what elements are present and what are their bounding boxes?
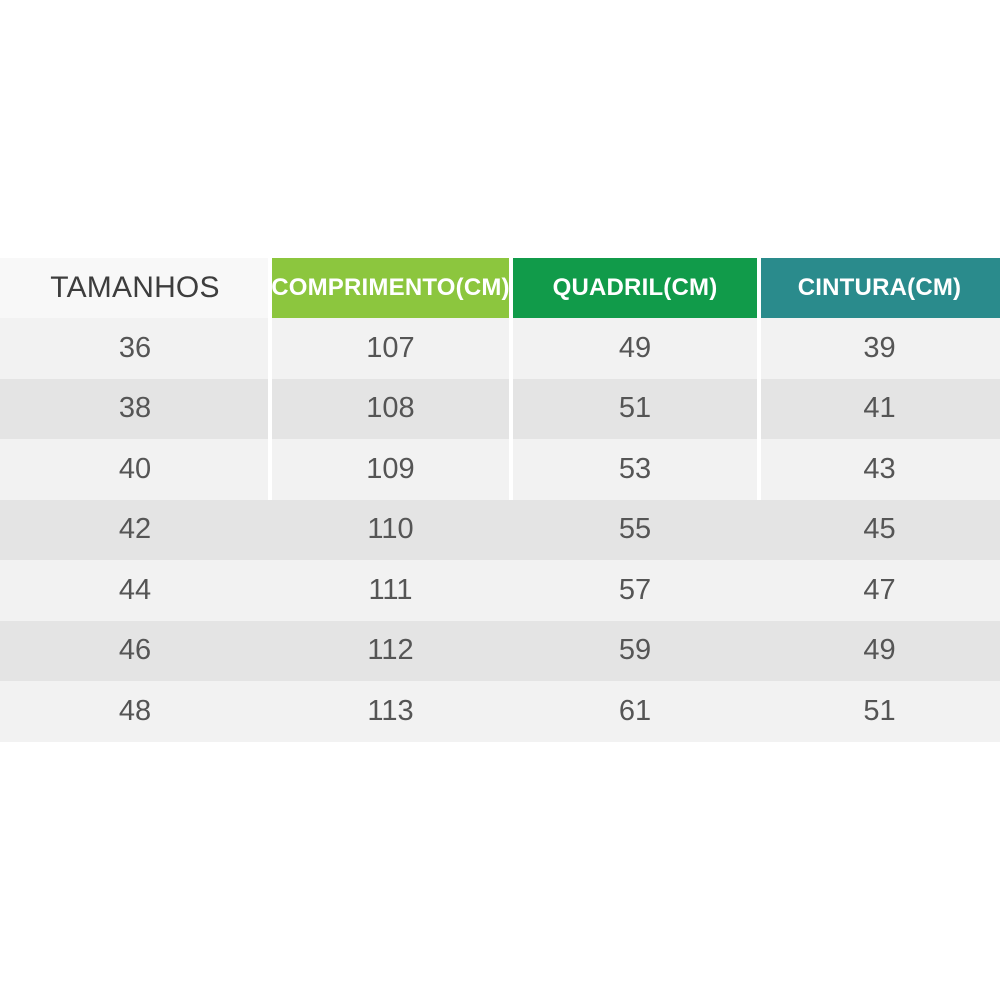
quadril-cell: 51: [618, 392, 652, 425]
quadril-cell: 55: [618, 513, 652, 546]
column-header-cintura: CINTURA(CM): [759, 258, 1000, 318]
comprimento-cell: 113: [367, 694, 414, 727]
size-cell: 48: [118, 694, 152, 727]
column-divider: [509, 258, 513, 500]
column-divider: [757, 258, 761, 500]
size-cell: 38: [118, 392, 152, 425]
quadril-cell: 61: [618, 694, 652, 727]
size-chart: TAMANHOS COMPRIMENTO(CM) QUADRIL(CM) CIN…: [0, 258, 1000, 742]
size-cell: 40: [118, 452, 152, 485]
table-row: 38 108 51 41: [0, 378, 1000, 439]
cintura-cell: 43: [863, 452, 896, 485]
size-cell: 44: [118, 573, 152, 606]
column-header-quadril: QUADRIL(CM): [511, 258, 759, 318]
quadril-cell: 53: [618, 452, 652, 485]
comprimento-cell: 112: [367, 634, 414, 667]
size-chart-table: TAMANHOS COMPRIMENTO(CM) QUADRIL(CM) CIN…: [0, 258, 1000, 742]
comprimento-cell: 108: [366, 392, 415, 425]
size-cell: 36: [118, 331, 152, 364]
size-cell: 46: [118, 634, 152, 667]
cintura-cell: 47: [863, 573, 896, 606]
comprimento-cell: 109: [366, 452, 415, 485]
quadril-cell: 57: [618, 573, 652, 606]
table-row: 40 109 53 43: [0, 439, 1000, 500]
column-divider: [268, 258, 272, 500]
column-header-tamanhos: TAMANHOS: [0, 258, 270, 318]
table-row: 44 111 57 47: [0, 560, 1000, 621]
size-cell: 42: [118, 513, 152, 546]
header-row: TAMANHOS COMPRIMENTO(CM) QUADRIL(CM) CIN…: [0, 258, 1000, 318]
comprimento-cell: 111: [368, 573, 413, 606]
cintura-cell: 51: [863, 694, 896, 727]
table-row: 36 107 49 39: [0, 318, 1000, 379]
cintura-cell: 49: [863, 634, 896, 667]
table-row: 42 110 55 45: [0, 499, 1000, 560]
table-row: 48 113 61 51: [0, 681, 1000, 742]
comprimento-cell: 107: [366, 331, 415, 364]
comprimento-cell: 110: [367, 513, 414, 546]
cintura-cell: 41: [863, 392, 896, 425]
quadril-cell: 49: [618, 331, 652, 364]
cintura-cell: 39: [863, 331, 896, 364]
table-row: 46 112 59 49: [0, 620, 1000, 681]
quadril-cell: 59: [618, 634, 652, 667]
column-header-comprimento: COMPRIMENTO(CM): [270, 258, 511, 318]
cintura-cell: 45: [863, 513, 896, 546]
